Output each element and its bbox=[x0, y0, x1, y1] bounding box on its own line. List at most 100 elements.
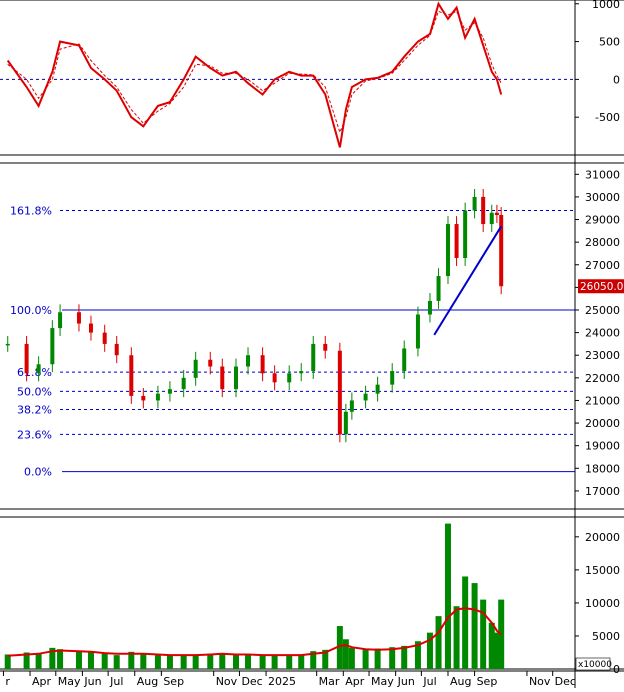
x-tick-label: Jun bbox=[397, 675, 415, 688]
candle-body bbox=[463, 210, 468, 258]
x-tick-label: Jul bbox=[422, 675, 436, 688]
candle-body bbox=[375, 384, 380, 394]
support-trendline bbox=[433, 225, 503, 336]
volume-bar bbox=[435, 616, 442, 669]
fib-level-label: 100.0% bbox=[10, 304, 52, 317]
volume-average-line bbox=[7, 607, 502, 657]
volume-bar bbox=[271, 655, 278, 669]
x-tick-label: Nov bbox=[529, 675, 551, 688]
candle-body bbox=[299, 371, 304, 374]
volume-y-tick-label: 10000 bbox=[585, 597, 620, 610]
candle-body bbox=[287, 373, 292, 383]
volume-bar bbox=[245, 653, 252, 669]
price-y-tick-label: 27000 bbox=[585, 259, 620, 272]
volume-bar bbox=[362, 649, 369, 669]
volume-bar bbox=[286, 655, 293, 669]
volume-bar bbox=[259, 655, 266, 669]
price-y-tick-label: 17000 bbox=[585, 485, 620, 498]
candle-body bbox=[36, 364, 41, 374]
x-tick-label: Dec bbox=[555, 675, 576, 688]
fib-level-label: 161.8% bbox=[10, 204, 52, 217]
candle-body bbox=[311, 343, 316, 372]
volume-bar bbox=[342, 639, 349, 669]
osc-y-tick-label: 500 bbox=[599, 36, 620, 49]
volume-bar bbox=[128, 651, 135, 669]
candle-body bbox=[454, 224, 459, 258]
volume-bar bbox=[4, 654, 11, 669]
volume-bar bbox=[374, 648, 381, 669]
volume-bar bbox=[180, 654, 187, 669]
volume-bar bbox=[233, 655, 240, 669]
x-tick-label: May bbox=[371, 675, 394, 688]
candle-body bbox=[363, 393, 368, 401]
candle-body bbox=[167, 389, 172, 394]
price-y-tick-label: 29000 bbox=[585, 214, 620, 227]
x-tick-label: Apr bbox=[345, 675, 365, 688]
candle-body bbox=[76, 312, 81, 324]
candle-body bbox=[272, 373, 277, 383]
volume-bar bbox=[57, 649, 64, 669]
volume-bar bbox=[207, 653, 214, 669]
osc-series-line-1 bbox=[7, 10, 502, 134]
candle-body bbox=[5, 343, 10, 346]
candle-body bbox=[427, 300, 432, 315]
x-tick-label: Dec bbox=[241, 675, 262, 688]
price-y-tick-label: 18000 bbox=[585, 462, 620, 475]
x-tick-label: Jul bbox=[109, 675, 123, 688]
volume-bar bbox=[49, 647, 56, 669]
candle-body bbox=[58, 312, 63, 329]
candle-body bbox=[481, 196, 486, 225]
volume-bar bbox=[389, 647, 396, 669]
candle-body bbox=[88, 323, 93, 333]
candle-body bbox=[193, 359, 198, 378]
price-y-tick-label: 24000 bbox=[585, 327, 620, 340]
volume-bar bbox=[444, 523, 451, 669]
x-tick-label: Sep bbox=[477, 675, 498, 688]
candle-body bbox=[343, 411, 348, 435]
osc-series-line-0 bbox=[6, 1, 503, 148]
x-tick-label: Mar bbox=[319, 675, 340, 688]
candle-body bbox=[436, 276, 441, 301]
candle-body bbox=[337, 350, 342, 435]
volume-bar bbox=[101, 653, 108, 669]
candle-body bbox=[415, 314, 420, 349]
volume-bar bbox=[310, 651, 317, 669]
fib-level-label: 61.8% bbox=[17, 366, 52, 379]
last-price-label: 26050.00 bbox=[580, 281, 624, 293]
volume-bar bbox=[401, 645, 408, 669]
candle-body bbox=[24, 343, 29, 374]
price-y-tick-label: 19000 bbox=[585, 440, 620, 453]
candle-body bbox=[445, 224, 450, 277]
volume-bar bbox=[166, 655, 173, 669]
candle-body bbox=[260, 355, 265, 374]
x-tick-label: Aug bbox=[137, 675, 158, 688]
price-y-tick-label: 20000 bbox=[585, 417, 620, 430]
candle-body bbox=[220, 366, 225, 390]
fib-level-label: 0.0% bbox=[24, 466, 52, 479]
x-tick-label: r bbox=[5, 675, 10, 688]
price-y-tick-label: 31000 bbox=[585, 168, 620, 181]
price-y-tick-label: 25000 bbox=[585, 304, 620, 317]
volume-bar bbox=[75, 650, 82, 669]
price-y-tick-label: 23000 bbox=[585, 349, 620, 362]
candle-body bbox=[234, 366, 239, 390]
volume-bar bbox=[471, 583, 478, 669]
osc-y-tick-label: -500 bbox=[595, 111, 620, 124]
volume-bar bbox=[488, 622, 495, 669]
volume-bar bbox=[298, 654, 305, 669]
candle-body bbox=[129, 355, 134, 396]
candle-body bbox=[155, 393, 160, 401]
volume-bar bbox=[154, 655, 161, 669]
x-tick-label: Apr bbox=[32, 675, 52, 688]
volume-bar bbox=[219, 653, 226, 669]
candle-body bbox=[102, 332, 107, 344]
x-tick-label: Nov bbox=[216, 675, 238, 688]
x-tick-label: Jun bbox=[83, 675, 101, 688]
volume-bar bbox=[348, 647, 355, 669]
price-y-tick-label: 22000 bbox=[585, 372, 620, 385]
fib-level-label: 50.0% bbox=[17, 385, 52, 398]
volume-bar bbox=[35, 653, 42, 669]
candle-body bbox=[390, 371, 395, 385]
